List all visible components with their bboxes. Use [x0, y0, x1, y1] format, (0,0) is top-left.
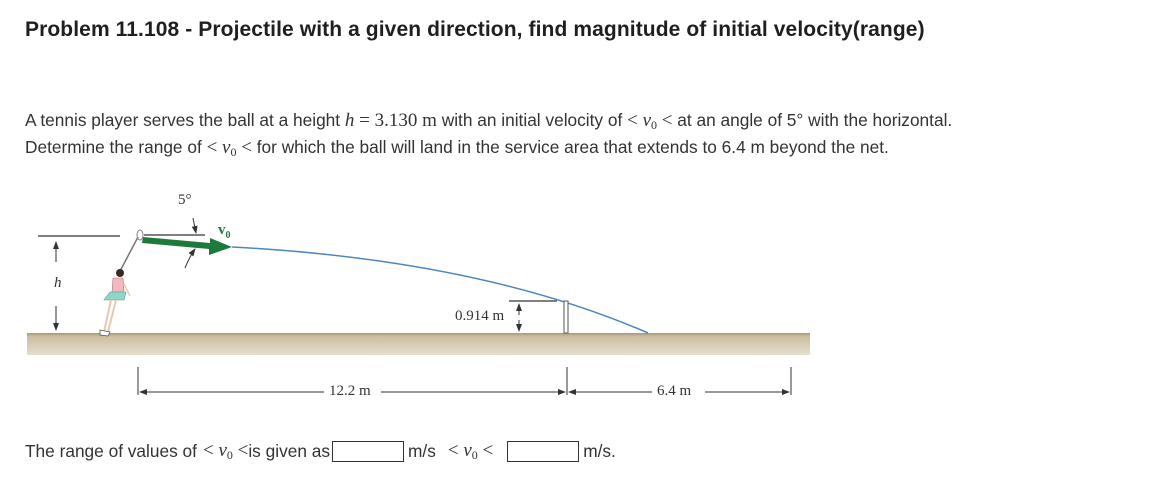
lt-symbol: <: [236, 137, 252, 158]
max-velocity-input[interactable]: [507, 441, 580, 462]
ground: [27, 333, 810, 355]
v0-expression: < v0 <: [203, 440, 248, 463]
v0-expression: < v0 <: [206, 137, 252, 159]
net-height-label: 0.914 m: [455, 308, 505, 324]
v-symbol: v: [642, 110, 651, 131]
service-area-label: 6.4 m: [657, 383, 692, 399]
tennis-serve-figure: 5° v0 h 0.914 m 12.2 m 6.4 m: [0, 180, 830, 420]
tennis-player-icon: [99, 229, 144, 337]
statement-line-2: Determine the range of < v0 < for which …: [25, 136, 952, 163]
height-label: h: [52, 275, 64, 292]
problem-statement: A tennis player serves the ball at a hei…: [25, 109, 952, 163]
v0-expression: < v0 <: [627, 110, 673, 132]
v-subscript: 0: [226, 448, 233, 462]
max-velocity-unit: m/s.: [583, 441, 616, 461]
lt-symbol: <: [447, 440, 464, 461]
velocity-arrow-icon: [142, 237, 232, 255]
angle-indicator-bottom: [184, 248, 196, 269]
statement-text: for which the ball will land in the serv…: [251, 137, 889, 157]
angle-label: 5°: [178, 192, 192, 208]
v-symbol: v: [222, 137, 231, 158]
velocity-label: v0: [218, 222, 231, 241]
figure-drawing: [27, 217, 810, 395]
problem-title: Problem 11.108 - Projectile with a given…: [25, 18, 925, 41]
min-velocity-unit: m/s: [408, 441, 436, 461]
angle-indicator-top: [191, 217, 198, 234]
velocity-symbol: v: [218, 222, 226, 238]
lt-symbol: <: [657, 110, 673, 131]
answer-mid-text: is given as: [248, 441, 330, 461]
h-value: = 3.130 m: [354, 110, 437, 131]
v0-expression: < v0 <: [448, 440, 493, 463]
v-symbol: v: [218, 440, 227, 461]
statement-text: A tennis player serves the ball at a hei…: [25, 110, 345, 130]
lt-symbol: <: [232, 440, 249, 461]
answer-prefix: The range of values of: [25, 441, 197, 461]
lt-symbol: <: [477, 440, 494, 461]
height-expression: h = 3.130 m: [345, 110, 437, 131]
min-velocity-input[interactable]: [332, 441, 404, 462]
statement-text: Determine the range of: [25, 137, 207, 157]
lt-symbol: <: [202, 440, 219, 461]
v-symbol: v: [463, 440, 472, 461]
statement-text: at an angle of 5° with the horizontal.: [672, 110, 953, 130]
v-subscript: 0: [471, 448, 478, 462]
v-subscript: 0: [651, 118, 657, 132]
lt-symbol: <: [627, 110, 643, 131]
distance-to-net-label: 12.2 m: [329, 383, 371, 399]
statement-text: with an initial velocity of: [436, 110, 628, 130]
v-subscript: 0: [230, 145, 237, 159]
lt-symbol: <: [206, 137, 223, 158]
answer-row: The range of values of < v0 < is given a…: [25, 440, 616, 463]
statement-line-1: A tennis player serves the ball at a hei…: [25, 109, 952, 136]
h-symbol: h: [344, 110, 355, 131]
ball-trajectory: [231, 246, 649, 334]
velocity-subscript: 0: [225, 230, 231, 241]
net: [563, 300, 569, 334]
